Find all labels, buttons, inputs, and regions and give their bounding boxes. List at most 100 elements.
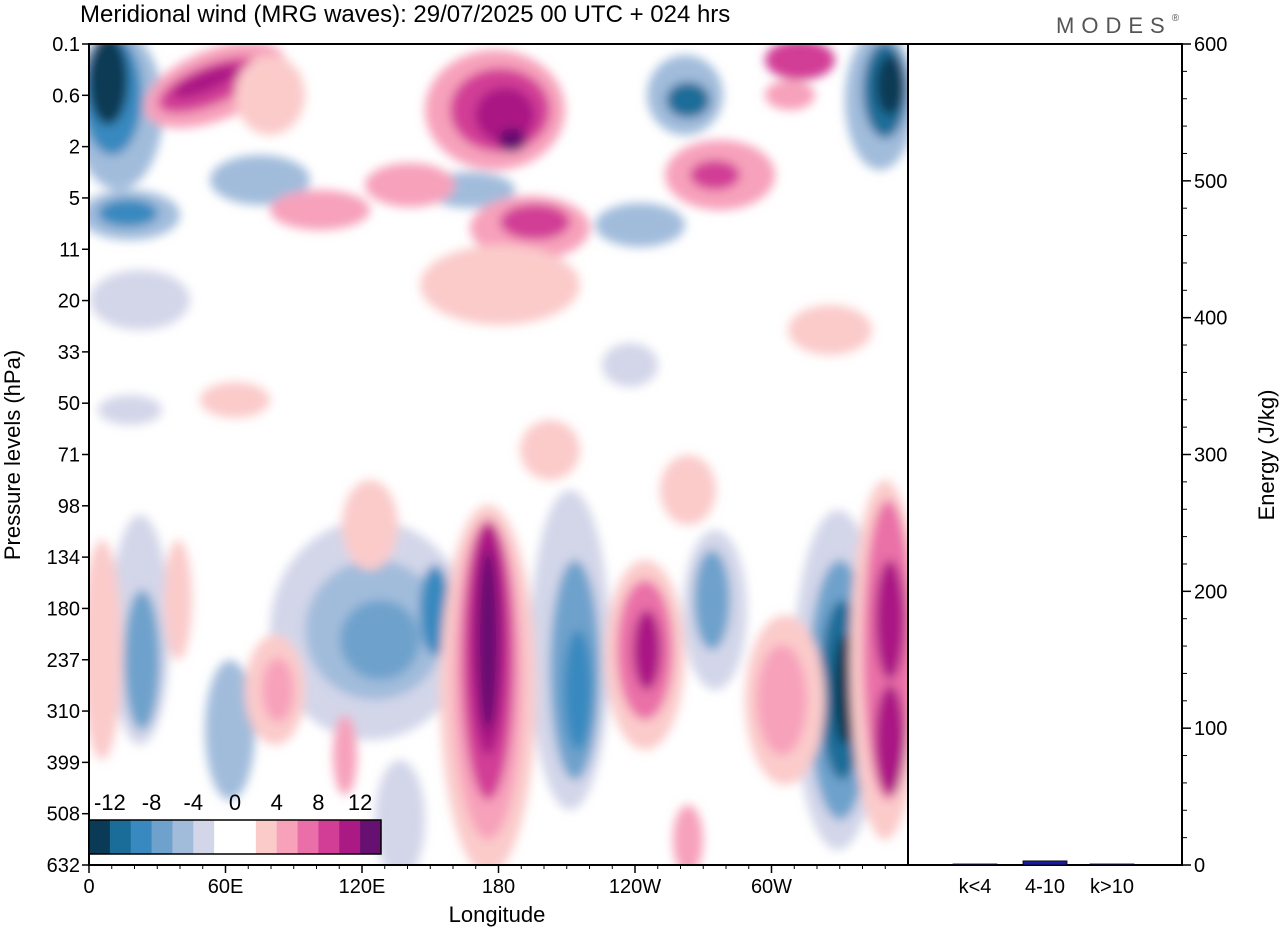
- blob-pos-9: [788, 305, 872, 355]
- colorbar-label: -12: [94, 790, 126, 815]
- energy-category-label: 4-10: [1025, 876, 1065, 898]
- colorbar-label: 12: [348, 790, 372, 815]
- colorbar-swatch: [339, 820, 361, 854]
- blob-pos-18b: [262, 658, 294, 722]
- energy-tick-label: 100: [1194, 718, 1227, 740]
- blob-pos-20: [164, 540, 192, 660]
- colorbar-swatch: [297, 820, 319, 854]
- energy-tick-label: 200: [1194, 581, 1227, 603]
- colorbar-label: -8: [142, 790, 162, 815]
- x-tick-label: 120E: [339, 876, 386, 898]
- colorbar-swatches: [89, 820, 382, 854]
- blob-pos-13: [342, 480, 398, 570]
- blob-pos-22: [673, 805, 703, 865]
- energy-category-label: k>10: [1090, 876, 1134, 898]
- blob-pos-10: [520, 420, 580, 480]
- blob-neg-16: [205, 660, 255, 800]
- y-tick-label: 632: [47, 855, 80, 877]
- blob-neg-14b: [694, 550, 730, 650]
- x-axis-label: Longitude: [449, 902, 546, 927]
- chart-title: Meridional wind (MRG waves): 29/07/2025 …: [80, 1, 730, 28]
- colorbar-swatch: [235, 820, 257, 854]
- blob-pos-16c: [875, 560, 905, 680]
- y-tick-label: 98: [58, 496, 80, 518]
- colorbar-label: -4: [184, 790, 204, 815]
- colorbar-swatch: [130, 820, 153, 854]
- colorbar-swatch: [255, 820, 278, 854]
- colorbar-label: 0: [229, 790, 241, 815]
- y-tick-label: 310: [47, 701, 80, 723]
- y-tick-label: 20: [58, 291, 80, 313]
- blob-pos-8: [765, 80, 815, 110]
- blob-pos-23: [235, 55, 305, 135]
- colorbar-swatch: [193, 820, 215, 854]
- blob-neg-1c: [89, 44, 128, 125]
- blob-pos-3b: [500, 204, 570, 240]
- y-tick-label: 0.1: [52, 34, 80, 56]
- blob-pos-14e: [478, 550, 498, 730]
- blob-pos-15c: [633, 610, 661, 690]
- blob-pos-21: [333, 715, 357, 795]
- blob-neg-6: [210, 155, 310, 205]
- positive-anomalies: [89, 44, 908, 865]
- blob-pos-2d: [498, 128, 526, 152]
- y-tick-label: 71: [58, 445, 80, 467]
- colorbar-swatch: [276, 820, 299, 854]
- blob-pos-4: [420, 245, 580, 325]
- blob-neg-17: [375, 760, 425, 865]
- wind-contour-field: [89, 44, 908, 865]
- colorbar-swatch: [214, 820, 236, 854]
- blob-pos-12: [660, 455, 716, 525]
- colorbar-label: 4: [271, 790, 283, 815]
- x-axis: 0 60E 120E 180 120W 60W: [83, 865, 886, 898]
- colorbar-label: 8: [312, 790, 324, 815]
- blob-neg-4b: [666, 82, 710, 118]
- blob-pos-5b: [270, 190, 370, 230]
- y-axis-left: 0.1 0.6 2 5 11 20 33 50 71 98 134 180 237 310 399 508 63…: [47, 34, 89, 877]
- energy-tick-label: 500: [1194, 171, 1227, 193]
- blob-pos-17b: [757, 645, 807, 755]
- colorbar-swatch: [318, 820, 340, 854]
- blob-neg-5: [595, 203, 685, 247]
- y-tick-label: 134: [47, 547, 80, 569]
- energy-categories: k<4 4-10 k>10: [959, 876, 1134, 898]
- x-tick-label: 60W: [751, 876, 792, 898]
- y-tick-label: 50: [58, 393, 80, 415]
- y-tick-label: 2: [69, 137, 80, 159]
- y-axis-label-left: Pressure levels (hPa): [0, 350, 25, 560]
- energy-bars: [952, 860, 1135, 866]
- blob-pos-6b: [690, 160, 740, 190]
- energy-tick-label: 0: [1194, 855, 1205, 877]
- energy-bar: [952, 863, 998, 866]
- colorbar-swatch: [360, 820, 382, 854]
- y-axis-right: 0 100 200 300 400 500 600: [1182, 34, 1227, 877]
- y-tick-label: 11: [59, 239, 80, 261]
- energy-bar: [1022, 860, 1068, 866]
- blob-neg-9: [602, 343, 658, 387]
- colorbar-labels: -12 -8 -4 0 4 8 12: [94, 790, 372, 815]
- blob-pos-1c: [172, 65, 238, 99]
- energy-category-label: k<4: [959, 876, 992, 898]
- y-tick-label: 399: [47, 752, 80, 774]
- colorbar-frame: [88, 819, 382, 855]
- blob-neg-13c: [564, 630, 592, 750]
- blob-pos-5a: [365, 163, 455, 207]
- blob-pos-11: [200, 382, 270, 418]
- y-axis-label-right: Energy (J/kg): [1254, 390, 1279, 521]
- colorbar-swatch: [172, 820, 194, 854]
- blob-neg-12c: [340, 600, 420, 680]
- blob-pos-7: [765, 44, 835, 80]
- energy-panel-frame: [907, 43, 1183, 866]
- modes-logo: MODES®: [1056, 13, 1180, 38]
- y-tick-label: 180: [47, 598, 80, 620]
- x-tick-label: 120W: [609, 876, 661, 898]
- blob-neg-8: [90, 270, 190, 330]
- energy-tick-label: 600: [1194, 34, 1227, 56]
- blob-pos-19: [89, 540, 122, 760]
- blob-pos-16d: [875, 685, 905, 795]
- y-tick-label: 33: [58, 342, 80, 364]
- blob-neg-11b: [124, 590, 160, 730]
- colorbar-swatch: [109, 820, 132, 854]
- colorbar-swatch: [151, 820, 173, 854]
